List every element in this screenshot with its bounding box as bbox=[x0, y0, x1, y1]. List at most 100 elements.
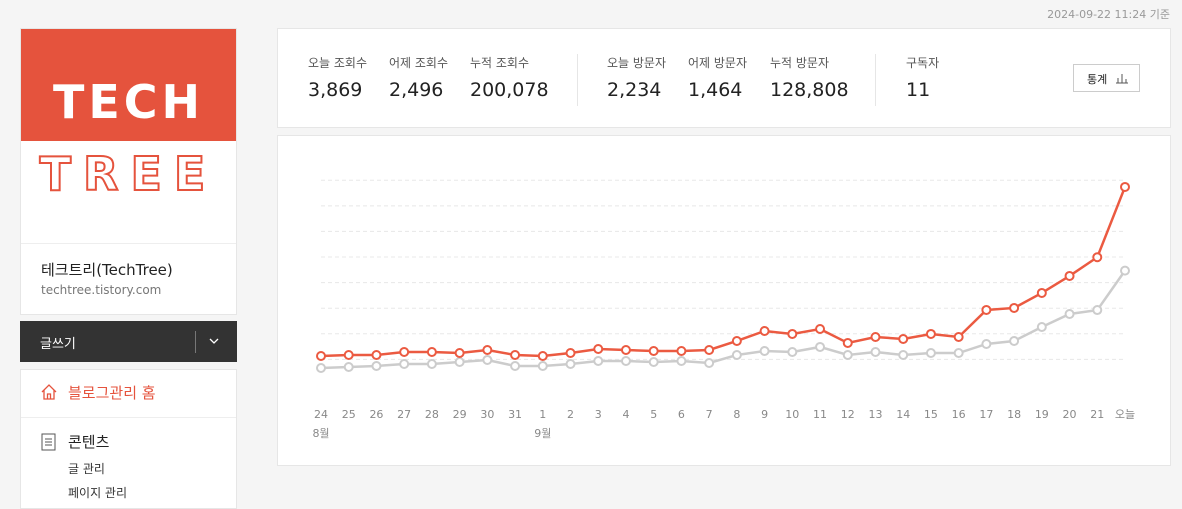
point bbox=[759, 325, 770, 336]
point bbox=[1009, 335, 1020, 346]
stat-label: 누적 방문자 bbox=[770, 56, 830, 70]
x-tick-label: 9 bbox=[761, 408, 768, 421]
point bbox=[426, 346, 437, 357]
chart-panel bbox=[277, 135, 1171, 466]
x-tick-label: 29 bbox=[453, 408, 467, 421]
point bbox=[482, 344, 493, 355]
submenu-item[interactable]: 글 관리 bbox=[68, 462, 105, 476]
stat-label: 오늘 방문자 bbox=[607, 56, 667, 70]
x-tick-label: 20 bbox=[1063, 408, 1077, 421]
point bbox=[510, 361, 521, 372]
point bbox=[676, 355, 687, 366]
x-tick-label: 1 bbox=[539, 408, 546, 421]
point bbox=[787, 328, 798, 339]
point bbox=[537, 350, 548, 361]
point bbox=[870, 331, 881, 342]
x-tick-label: 24 bbox=[314, 408, 328, 421]
x-tick-label: 7 bbox=[706, 408, 713, 421]
point bbox=[648, 346, 659, 357]
point bbox=[1092, 305, 1103, 316]
blog-name: 테크트리(TechTree) bbox=[41, 261, 173, 279]
point bbox=[1036, 322, 1047, 333]
x-tick-label: 12 bbox=[841, 408, 855, 421]
stats-panel bbox=[277, 28, 1171, 128]
menu-item[interactable]: 콘텐츠 bbox=[68, 433, 110, 451]
point bbox=[565, 348, 576, 359]
point bbox=[815, 323, 826, 334]
x-tick-label: 2 bbox=[567, 408, 574, 421]
x-tick-label: 28 bbox=[425, 408, 439, 421]
x-tick-label: 25 bbox=[342, 408, 356, 421]
x-tick-label: 5 bbox=[650, 408, 657, 421]
point bbox=[648, 357, 659, 368]
point bbox=[704, 357, 715, 368]
stat-value: 11 bbox=[906, 79, 931, 101]
logo-top-block bbox=[21, 29, 236, 141]
point bbox=[953, 348, 964, 359]
point bbox=[316, 363, 326, 374]
x-tick-label: 26 bbox=[369, 408, 383, 421]
point bbox=[565, 359, 576, 370]
point bbox=[510, 350, 521, 361]
point bbox=[925, 328, 936, 339]
stat-label: 어제 조회수 bbox=[389, 56, 449, 70]
point bbox=[842, 350, 853, 361]
x-tick-label: 14 bbox=[896, 408, 910, 421]
x-tick-label: 27 bbox=[397, 408, 411, 421]
blog-url[interactable]: techtree.tistory.com bbox=[41, 283, 162, 297]
stats-button[interactable]: 통계 bbox=[1073, 64, 1140, 92]
point bbox=[399, 359, 410, 370]
point bbox=[1120, 265, 1130, 276]
point bbox=[981, 338, 992, 349]
content-icon bbox=[41, 433, 56, 451]
submenu-item[interactable]: 페이지 관리 bbox=[68, 486, 128, 500]
point bbox=[731, 335, 742, 346]
stat-value: 128,808 bbox=[770, 79, 849, 101]
point bbox=[704, 344, 715, 355]
x-tick-label: 18 bbox=[1007, 408, 1021, 421]
stat-label: 오늘 조회수 bbox=[308, 56, 368, 70]
point bbox=[343, 361, 354, 372]
stat-label: 누적 조회수 bbox=[470, 56, 530, 70]
point bbox=[953, 331, 964, 342]
stats-button-label: 통계 bbox=[1087, 73, 1108, 86]
point bbox=[399, 346, 410, 357]
write-label: 글쓰기 bbox=[40, 337, 76, 352]
month-label: 9월 bbox=[534, 427, 551, 440]
point bbox=[898, 333, 909, 344]
stat-value: 200,078 bbox=[470, 79, 549, 101]
x-tick-label: 3 bbox=[595, 408, 602, 421]
point bbox=[731, 350, 742, 361]
blog-card: TECH TREE 테크트리(TechTree) techtree.tistor… bbox=[20, 28, 237, 315]
write-button[interactable]: 글쓰기 bbox=[20, 321, 237, 362]
point bbox=[343, 350, 354, 361]
menu: 블로그관리 홈 콘텐츠 글 관리 페이지 관리 bbox=[20, 369, 237, 509]
line bbox=[320, 186, 1127, 358]
month-label: 8월 bbox=[312, 427, 329, 440]
point bbox=[537, 361, 548, 372]
timestamp: 2024-09-22 11:24 기준 bbox=[1047, 8, 1170, 21]
x-tick-label: 16 bbox=[952, 408, 966, 421]
x-tick-label: 6 bbox=[678, 408, 685, 421]
logo-top: TECH bbox=[52, 75, 205, 129]
point bbox=[620, 344, 631, 355]
menu-item[interactable]: 블로그관리 홈 bbox=[68, 384, 156, 402]
point bbox=[898, 350, 909, 361]
point bbox=[454, 348, 465, 359]
x-tick-label: 오늘 bbox=[1115, 408, 1135, 421]
point bbox=[842, 337, 853, 348]
x-tick-label: 10 bbox=[785, 408, 799, 421]
stat-value: 1,464 bbox=[688, 79, 743, 101]
stat-value: 3,869 bbox=[308, 79, 363, 101]
stat-label: 구독자 bbox=[906, 56, 940, 70]
point bbox=[371, 361, 382, 372]
x-tick-label: 4 bbox=[622, 408, 629, 421]
chart: 24 8월 25 26 27 28 29 30 31 1 9월 2 3 4 5 6 7 8 9 10 11 12 13 14 1… bbox=[312, 179, 1135, 440]
stat-value: 2,496 bbox=[389, 79, 444, 101]
point bbox=[925, 348, 936, 359]
point bbox=[316, 350, 326, 361]
home-icon bbox=[41, 384, 57, 400]
point bbox=[1064, 270, 1075, 281]
point bbox=[981, 304, 992, 315]
